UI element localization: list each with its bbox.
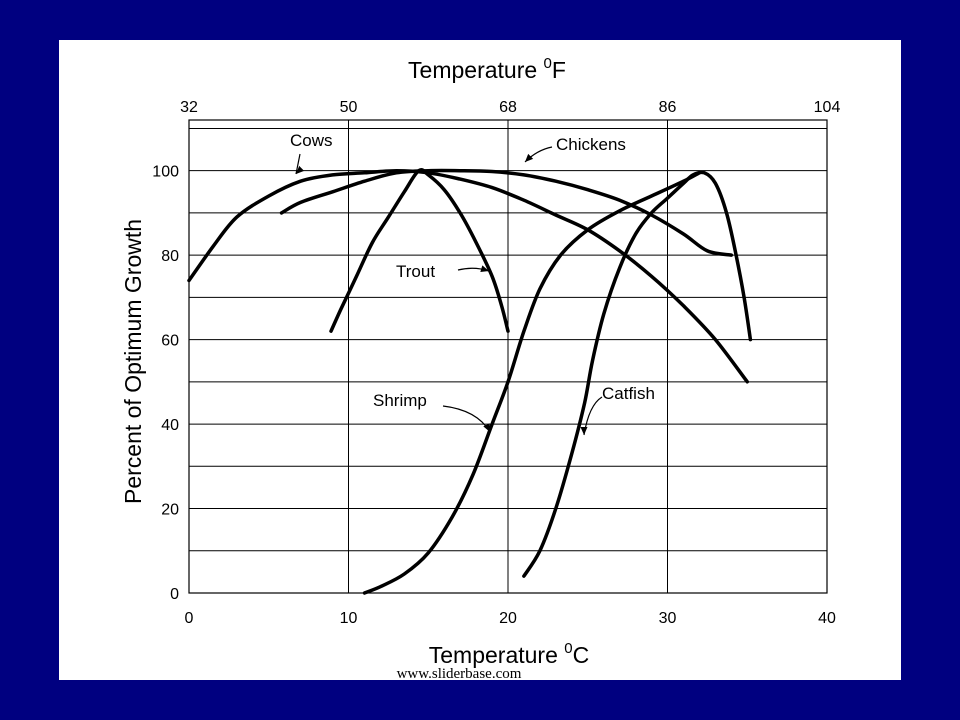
arrowhead-cows [296,165,305,174]
growth-chart: 0 10 20 30 40 32 50 68 86 104 0 20 40 60 80 100 Cows Chi… [120,55,840,680]
label-catfish: Catfish [602,384,655,403]
curve-cows [187,168,750,384]
label-leaders [295,146,603,436]
leader-cows [295,153,301,175]
y-tick-label: 0 [170,586,179,603]
arrowhead-chickens [525,153,534,162]
watermark: www.sliderbase.com [397,666,522,680]
x-tick-label: 0 [185,610,194,627]
arrowhead-catfish [580,427,588,435]
series-labels: Cows Chickens Trout Shrimp Catfish [290,131,655,410]
leader-catfish [583,396,603,436]
curve-trout [329,168,510,333]
x-top-tick-label: 104 [814,99,841,116]
x-top-tick-label: 86 [659,99,677,116]
y-tick-label: 60 [161,333,179,350]
leader-shrimp [442,405,491,433]
x-tick-label: 20 [499,610,517,627]
label-shrimp: Shrimp [373,391,427,410]
y-tick-label: 20 [161,502,179,519]
arrowhead-trout [480,265,489,273]
x-top-tick-label: 32 [180,99,198,116]
curve-catfish [522,170,753,578]
x-tick-label: 10 [340,610,358,627]
bottom-axis-title: Temperature 0C [429,640,589,668]
curve-shrimp [362,171,702,595]
slide-panel: 0 10 20 30 40 32 50 68 86 104 0 20 40 60 80 100 Cows Chi… [59,40,901,680]
x-tick-label: 40 [818,610,836,627]
grid [188,119,828,594]
top-axis-title: Temperature 0F [408,55,566,83]
label-chickens: Chickens [556,135,626,154]
curve-chickens [279,168,734,257]
x-tick-label: 30 [659,610,677,627]
label-trout: Trout [396,262,435,281]
label-cows: Cows [290,131,333,150]
x-top-tick-label: 50 [340,99,358,116]
axis-titles: Temperature 0F Temperature 0C Percent of… [120,55,589,668]
y-tick-label: 100 [152,164,179,181]
arrowhead-shrimp [483,423,490,432]
series-curves [187,168,753,595]
y-tick-label: 80 [161,248,179,265]
y-tick-label: 40 [161,417,179,434]
x-top-tick-label: 68 [499,99,517,116]
tick-labels: 0 10 20 30 40 32 50 68 86 104 0 20 40 60 80 100 [152,99,840,627]
y-axis-title: Percent of Optimum Growth [120,219,146,504]
